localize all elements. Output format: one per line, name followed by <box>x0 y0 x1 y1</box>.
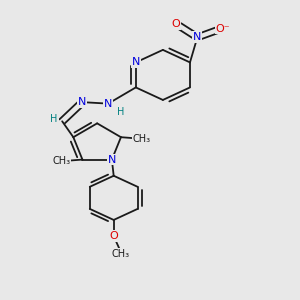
Text: N: N <box>108 154 116 165</box>
Text: CH₃: CH₃ <box>111 249 129 259</box>
Text: N: N <box>78 97 87 107</box>
Text: O⁻: O⁻ <box>216 23 230 34</box>
Text: O: O <box>171 19 180 29</box>
Text: H: H <box>50 114 58 124</box>
Text: N: N <box>104 99 112 109</box>
Text: H: H <box>117 107 125 117</box>
Text: CH₃: CH₃ <box>52 156 70 166</box>
Text: N: N <box>132 57 140 68</box>
Text: N: N <box>193 32 202 42</box>
Text: O: O <box>109 231 118 241</box>
Text: CH₃: CH₃ <box>133 134 151 144</box>
